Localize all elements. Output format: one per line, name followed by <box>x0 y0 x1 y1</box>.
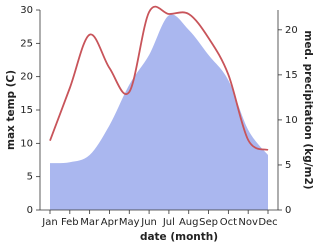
precipitation-area <box>50 14 268 211</box>
y-tick-label: 20 <box>20 72 33 83</box>
x-tick-label: Oct <box>220 217 237 228</box>
y-tick-label: 15 <box>20 105 33 116</box>
x-tick-label: Nov <box>238 217 258 228</box>
y-tick-label: 30 <box>20 5 33 16</box>
y-tick-label: 0 <box>27 205 33 216</box>
y2-axis-label: med. precipitation (kg/m2) <box>302 30 314 189</box>
x-axis-label: date (month) <box>140 231 218 243</box>
temperature-line <box>49 5 269 151</box>
x-tick-label: Feb <box>61 217 79 228</box>
x-tick-label: Aug <box>179 217 199 228</box>
x-tick-label: May <box>119 217 140 228</box>
x-tick-label: Mar <box>80 217 100 228</box>
x-tick-label: Jul <box>162 217 175 228</box>
y-tick-label: 10 <box>20 138 33 149</box>
x-tick-label: Jan <box>41 217 57 228</box>
y2-tick-label: 10 <box>285 115 298 126</box>
y2-tick-label: 0 <box>285 205 291 216</box>
y-tick-label: 5 <box>27 172 33 183</box>
x-tick-label: Jun <box>140 217 157 228</box>
y2-tick-label: 5 <box>285 160 291 171</box>
x-tick-label: Apr <box>101 217 119 228</box>
y-tick-label: 25 <box>20 38 33 49</box>
y2-tick-label: 15 <box>285 70 298 81</box>
x-tick-label: Dec <box>258 217 277 228</box>
y2-tick-label: 20 <box>285 25 298 36</box>
x-tick-label: Sep <box>199 217 218 228</box>
y-axis-label: max temp (C) <box>5 70 17 150</box>
